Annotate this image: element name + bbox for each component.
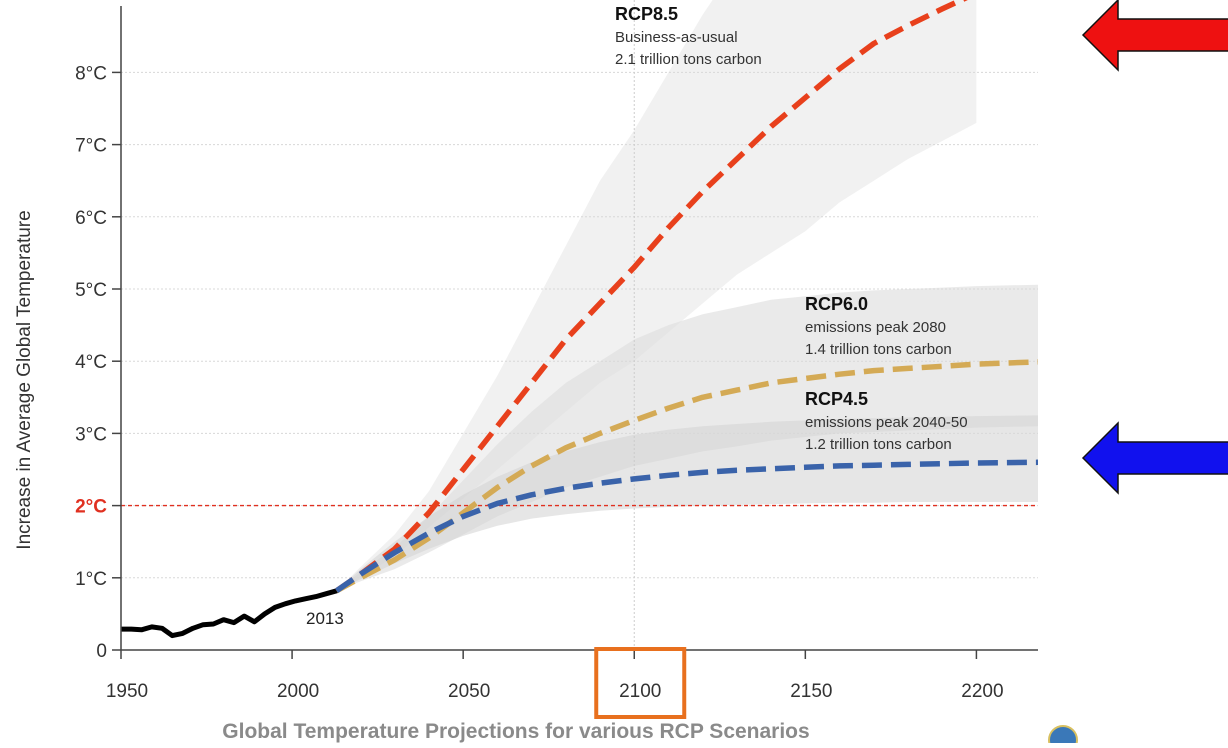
series-label-detail: 1.4 trillion tons carbon [805, 341, 952, 358]
y-axis-label: Increase in Average Global Temperature [14, 210, 35, 549]
blue-arrow [1081, 421, 1228, 495]
series-line-rcp8-5 [335, 0, 968, 594]
y-tick-label-threshold: 2°C [75, 497, 107, 518]
series-label-rcp8-5: RCP8.5 [615, 4, 678, 24]
y-tick-label: 0 [96, 641, 107, 662]
series-label-detail: 1.2 trillion tons carbon [805, 436, 952, 453]
series-label-rcp4-5: RCP4.5 [805, 389, 868, 409]
y-tick-label: 3°C [75, 424, 107, 445]
start-year-annotation: 2013 [306, 609, 344, 628]
x-tick-label: 1950 [106, 681, 148, 702]
series-line-rcp4-5 [335, 459, 1038, 594]
red-arrow [1081, 0, 1228, 72]
series-label-detail: emissions peak 2080 [805, 319, 946, 336]
series-label-detail: Business-as-usual [615, 29, 738, 46]
uncertainty-band-rcp4-5 [336, 415, 1038, 591]
y-tick-label: 5°C [75, 280, 107, 301]
y-tick-label: 4°C [75, 352, 107, 373]
highlight-box-2100 [594, 647, 687, 719]
series-label-detail: 2.1 trillion tons carbon [615, 51, 762, 68]
x-tick-label: 2200 [961, 681, 1003, 702]
uncertainty-band-rcp8-5 [336, 0, 977, 591]
y-tick-label: 6°C [75, 208, 107, 229]
x-tick-label: 2050 [448, 681, 490, 702]
y-tick-label: 8°C [75, 63, 107, 84]
x-tick-label: 2150 [790, 681, 832, 702]
y-tick-label: 1°C [75, 569, 107, 590]
x-tick-label: 2000 [277, 681, 319, 702]
logo-icon [1048, 725, 1078, 748]
x-tick-label: 2100 [619, 681, 661, 702]
chart-title: Global Temperature Projections for vario… [222, 720, 809, 743]
series-label-rcp6-0: RCP6.0 [805, 294, 868, 314]
historical-line [121, 588, 340, 639]
series-label-detail: emissions peak 2040-50 [805, 414, 968, 431]
y-tick-label: 7°C [75, 136, 107, 157]
